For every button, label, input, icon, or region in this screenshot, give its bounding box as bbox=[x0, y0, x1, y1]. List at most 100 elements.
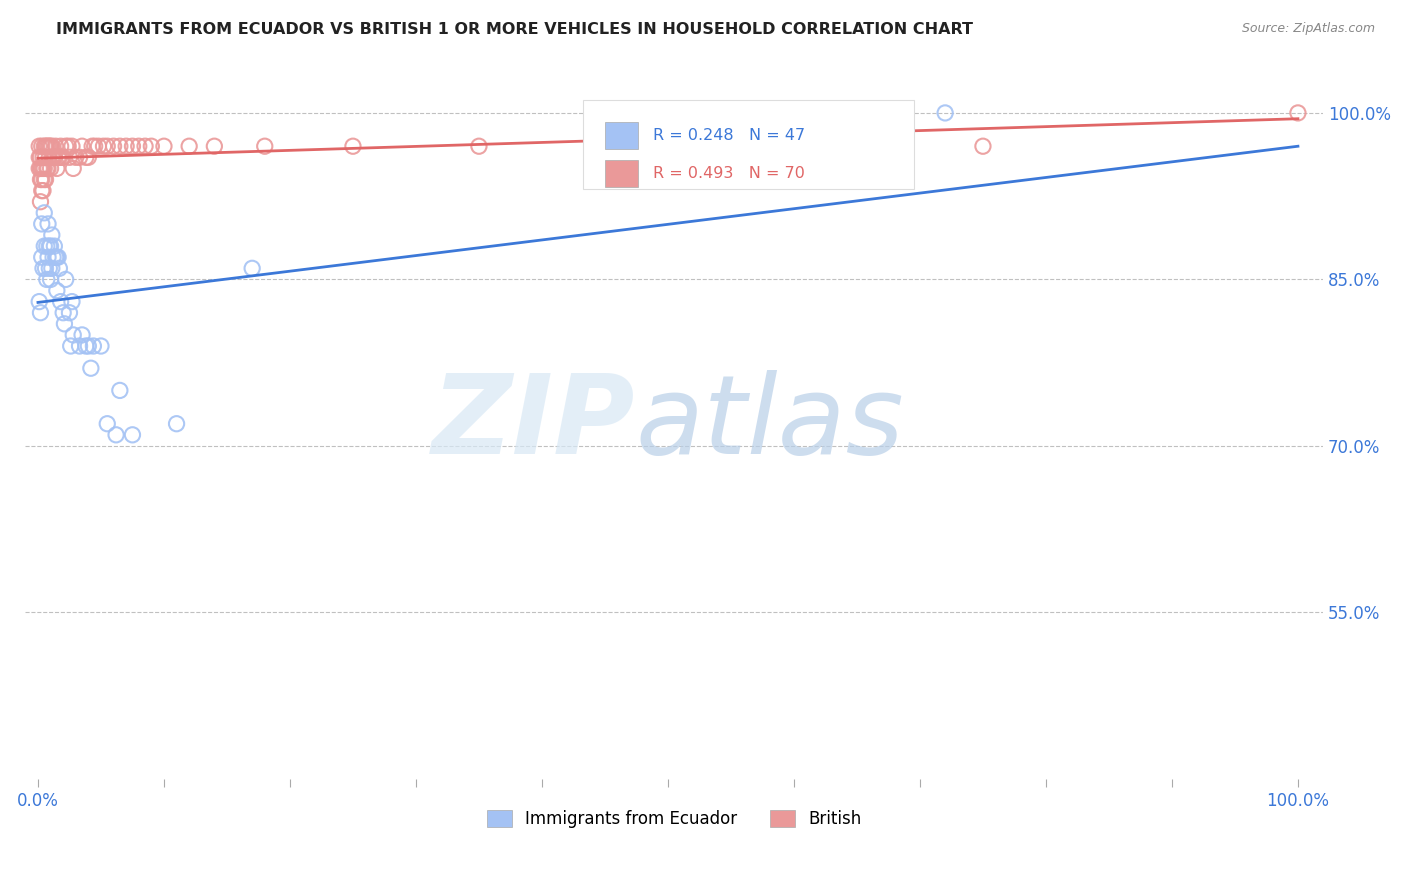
Point bbox=[55, 139, 77, 153]
Point bbox=[60, 294, 83, 309]
Text: IMMIGRANTS FROM ECUADOR VS BRITISH 1 OR MORE VEHICLES IN HOUSEHOLD CORRELATION C: IMMIGRANTS FROM ECUADOR VS BRITISH 1 OR … bbox=[56, 22, 973, 37]
Point bbox=[34, 139, 56, 153]
Point bbox=[45, 139, 67, 153]
Point bbox=[32, 239, 55, 253]
Point bbox=[58, 139, 80, 153]
Point bbox=[80, 361, 103, 376]
FancyBboxPatch shape bbox=[606, 160, 638, 187]
Point bbox=[75, 339, 97, 353]
Point bbox=[32, 150, 55, 164]
Point bbox=[37, 250, 59, 264]
Point bbox=[83, 139, 105, 153]
Point bbox=[49, 139, 72, 153]
Point bbox=[55, 272, 77, 286]
Point bbox=[32, 172, 55, 186]
Point bbox=[934, 106, 956, 120]
Point bbox=[62, 327, 84, 342]
Point bbox=[253, 139, 276, 153]
Point bbox=[121, 427, 143, 442]
Point bbox=[31, 161, 53, 176]
FancyBboxPatch shape bbox=[583, 101, 914, 189]
Point bbox=[39, 139, 62, 153]
Point bbox=[30, 306, 52, 320]
Point bbox=[128, 139, 150, 153]
Point bbox=[657, 139, 679, 153]
Point bbox=[28, 150, 51, 164]
Point bbox=[41, 227, 63, 242]
Point bbox=[39, 239, 62, 253]
Point bbox=[39, 161, 62, 176]
Point bbox=[38, 261, 60, 276]
Point bbox=[90, 339, 112, 353]
Point bbox=[59, 339, 82, 353]
Point bbox=[41, 150, 63, 164]
Point bbox=[34, 150, 56, 164]
Point bbox=[134, 139, 156, 153]
Text: ZIP: ZIP bbox=[432, 370, 636, 477]
Point bbox=[28, 161, 51, 176]
Point bbox=[35, 272, 58, 286]
Point bbox=[52, 150, 75, 164]
Point bbox=[108, 139, 131, 153]
Point bbox=[70, 139, 93, 153]
Text: R = 0.493   N = 70: R = 0.493 N = 70 bbox=[654, 166, 806, 181]
Point bbox=[44, 150, 66, 164]
Point bbox=[41, 139, 63, 153]
Point bbox=[77, 339, 100, 353]
Point bbox=[202, 139, 225, 153]
Point bbox=[38, 139, 60, 153]
Point bbox=[103, 139, 125, 153]
Point bbox=[37, 217, 59, 231]
Point bbox=[1286, 106, 1309, 120]
Point bbox=[65, 150, 87, 164]
Point bbox=[141, 139, 163, 153]
Point bbox=[166, 417, 188, 431]
Point bbox=[46, 250, 69, 264]
Point bbox=[60, 139, 83, 153]
Text: Source: ZipAtlas.com: Source: ZipAtlas.com bbox=[1241, 22, 1375, 36]
Point bbox=[30, 150, 52, 164]
Point bbox=[93, 139, 115, 153]
Point bbox=[32, 206, 55, 220]
Point bbox=[96, 139, 118, 153]
Point bbox=[31, 184, 53, 198]
Point bbox=[48, 150, 70, 164]
Point bbox=[121, 139, 143, 153]
Point bbox=[37, 161, 59, 176]
Point bbox=[28, 294, 51, 309]
Point bbox=[52, 306, 75, 320]
Point bbox=[34, 172, 56, 186]
Point bbox=[69, 150, 91, 164]
Point bbox=[82, 339, 104, 353]
Point bbox=[38, 150, 60, 164]
Point bbox=[28, 139, 51, 153]
Point bbox=[153, 139, 176, 153]
Point bbox=[77, 150, 100, 164]
Point bbox=[45, 250, 67, 264]
Legend: Immigrants from Ecuador, British: Immigrants from Ecuador, British bbox=[479, 803, 869, 835]
Point bbox=[31, 217, 53, 231]
Point bbox=[53, 317, 76, 331]
Point bbox=[62, 161, 84, 176]
Point bbox=[240, 261, 263, 276]
Point bbox=[32, 184, 55, 198]
Point bbox=[179, 139, 201, 153]
Point bbox=[45, 161, 67, 176]
Point bbox=[30, 161, 52, 176]
Point bbox=[37, 139, 59, 153]
Text: atlas: atlas bbox=[636, 370, 904, 477]
Point bbox=[35, 139, 58, 153]
Point bbox=[44, 239, 66, 253]
Point bbox=[468, 139, 491, 153]
Point bbox=[49, 294, 72, 309]
Point bbox=[42, 250, 65, 264]
Point bbox=[41, 261, 63, 276]
Point bbox=[115, 139, 138, 153]
Point bbox=[32, 261, 55, 276]
Point bbox=[38, 239, 60, 253]
Point bbox=[32, 139, 55, 153]
Point bbox=[31, 139, 53, 153]
Point bbox=[45, 250, 67, 264]
Point bbox=[31, 250, 53, 264]
FancyBboxPatch shape bbox=[606, 121, 638, 149]
